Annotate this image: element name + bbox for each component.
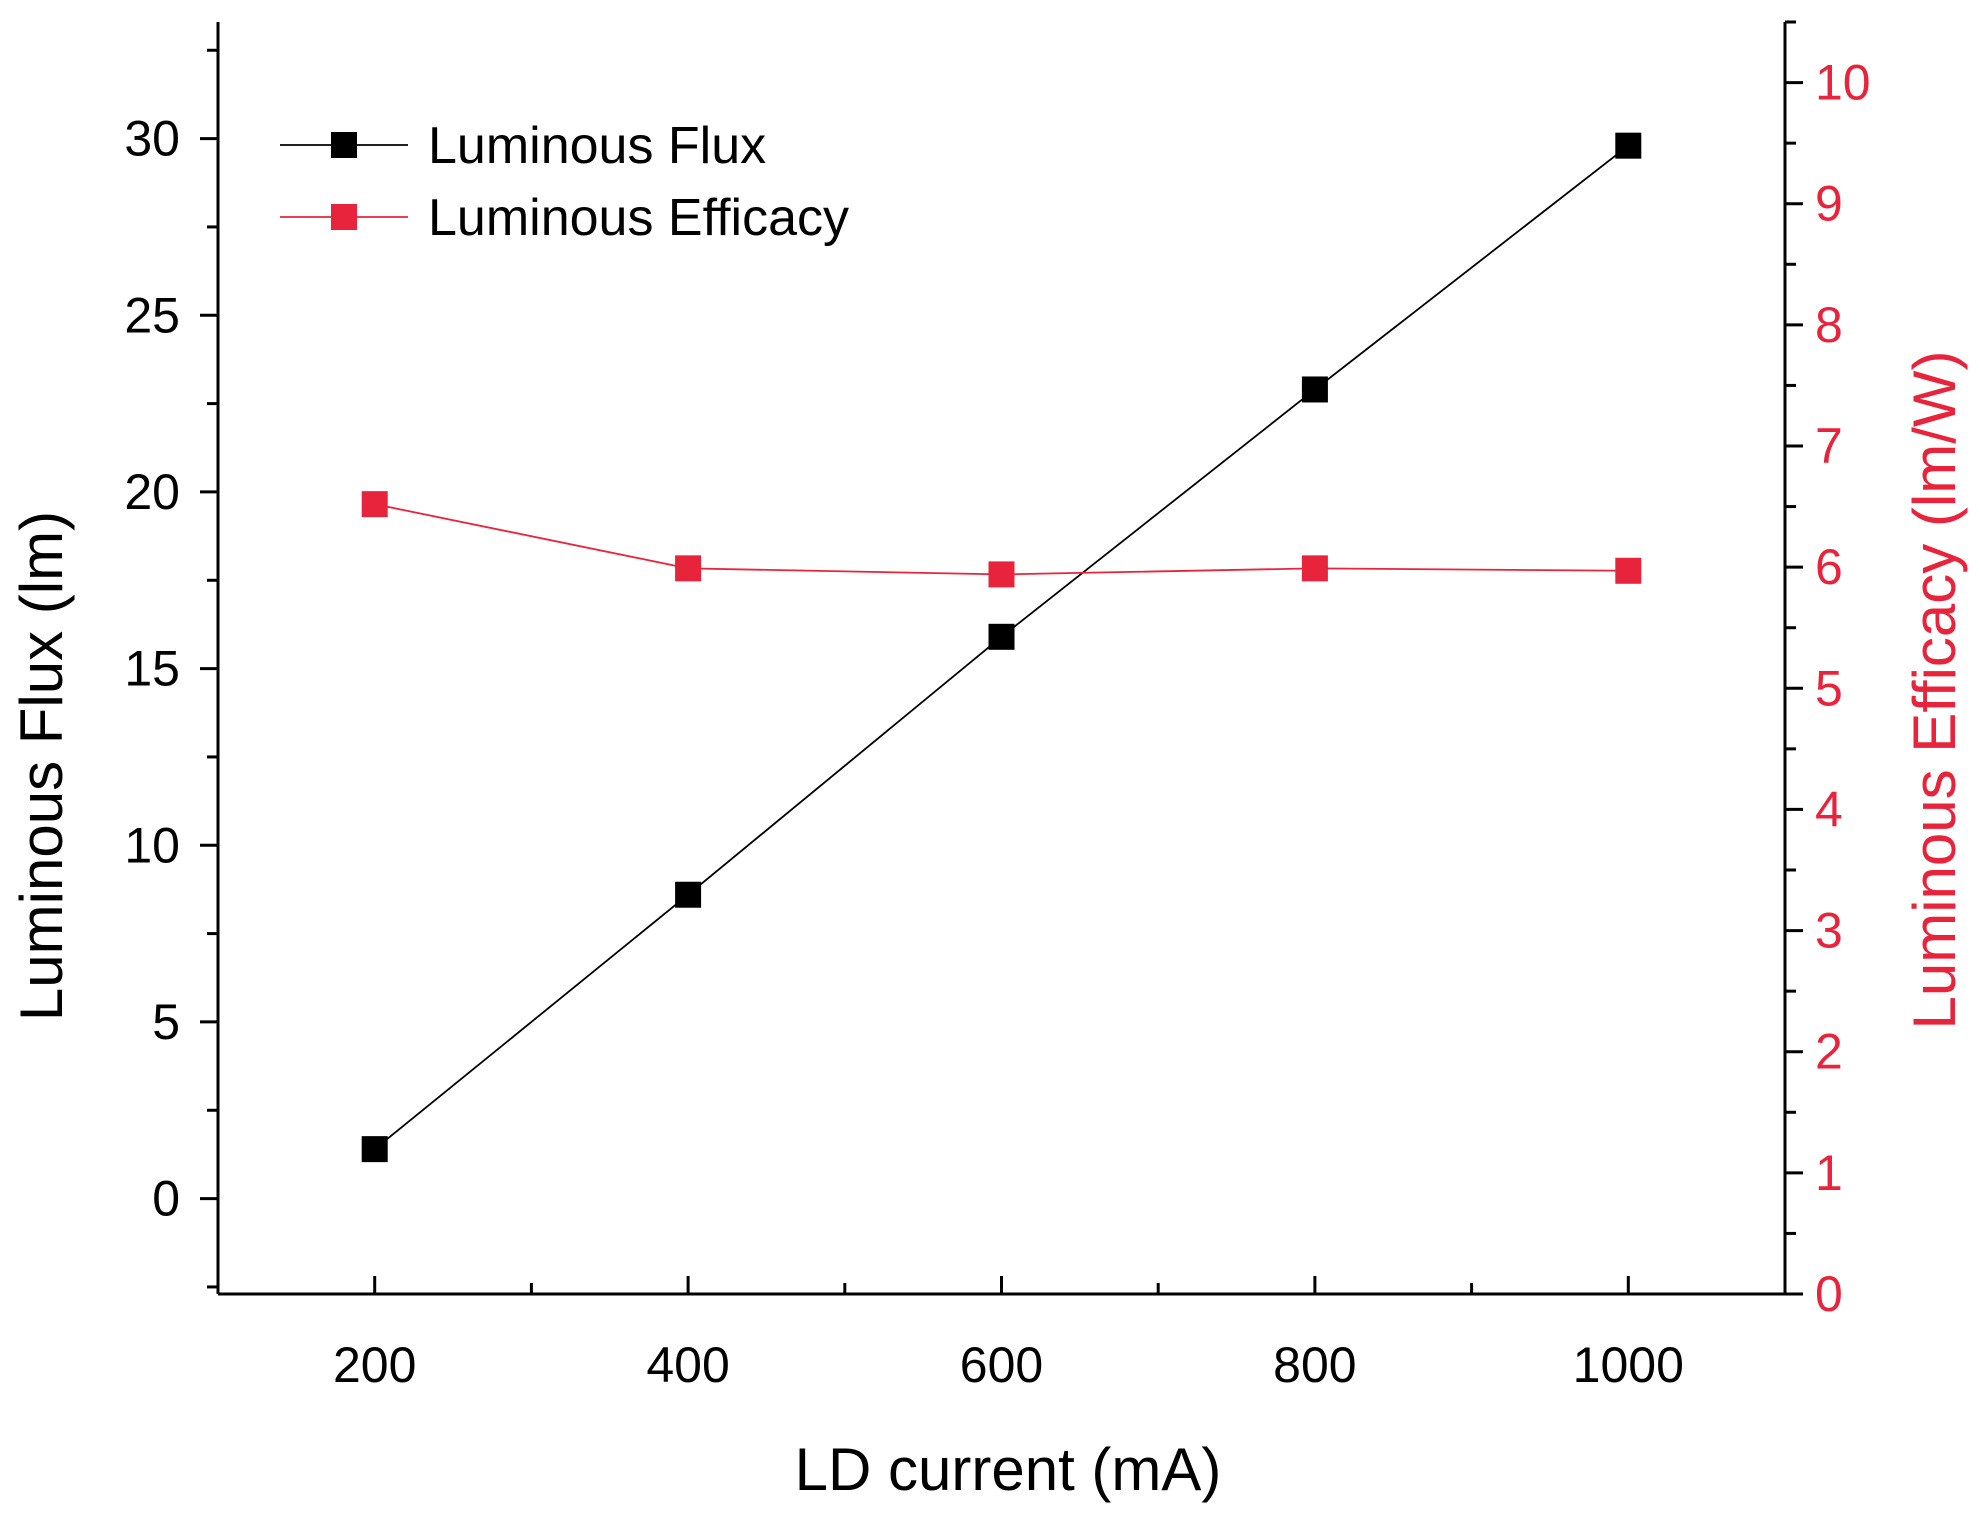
y2-tick-label: 0 <box>1815 1266 1843 1322</box>
series-2-point <box>1615 557 1642 584</box>
y-tick-label: 10 <box>124 817 180 873</box>
series-2-point <box>675 555 702 582</box>
legend-label-1: Luminous Flux <box>428 117 766 175</box>
y-tick-label: 20 <box>124 464 180 520</box>
x-tick-label: 200 <box>333 1337 416 1393</box>
y2-tick-label: 8 <box>1815 297 1843 353</box>
left-y-axis-title: Luminous Flux (lm) <box>8 511 75 1021</box>
series-2-point <box>988 561 1015 588</box>
legend: Luminous Flux Luminous Efficacy <box>280 117 849 247</box>
series-1-point <box>675 881 702 908</box>
x-axis-title: LD current (mA) <box>795 1436 1222 1503</box>
y-tick-label: 5 <box>152 994 180 1050</box>
series-2-point <box>1301 555 1328 582</box>
series-1-point <box>1301 376 1328 403</box>
left-y-axis: 0 5 10 15 20 25 30 <box>124 48 218 1289</box>
legend-marker-1 <box>331 132 357 158</box>
series-1-point <box>1615 132 1642 159</box>
y-tick-label: 30 <box>124 111 180 167</box>
y2-tick-label: 10 <box>1815 55 1871 111</box>
x-tick-label: 400 <box>646 1337 729 1393</box>
series-2-point <box>361 491 388 518</box>
x-tick-label: 1000 <box>1573 1337 1684 1393</box>
y-tick-label: 0 <box>152 1171 180 1227</box>
y2-tick-label: 4 <box>1815 781 1843 837</box>
y2-tick-label: 6 <box>1815 539 1843 595</box>
y-tick-label: 15 <box>124 641 180 697</box>
series-1-point <box>988 623 1015 650</box>
y2-tick-label: 2 <box>1815 1024 1843 1080</box>
y-tick-label: 25 <box>124 287 180 343</box>
y2-tick-label: 7 <box>1815 418 1843 474</box>
y2-tick-label: 3 <box>1815 903 1843 959</box>
legend-marker-2 <box>331 204 357 230</box>
x-tick-label: 600 <box>960 1337 1043 1393</box>
series-layer <box>361 132 1642 1163</box>
x-axis: 200 400 600 800 1000 <box>333 1276 1787 1393</box>
y2-tick-label: 9 <box>1815 176 1843 232</box>
right-y-axis: 0 1 2 3 4 5 6 7 8 9 10 <box>1785 20 1871 1322</box>
y2-tick-label: 1 <box>1815 1145 1843 1201</box>
right-y-axis-title: Luminous Efficacy (lm/W) <box>1901 350 1968 1029</box>
series-1-point <box>361 1136 388 1163</box>
y2-tick-label: 5 <box>1815 660 1843 716</box>
x-tick-label: 800 <box>1273 1337 1356 1393</box>
legend-label-2: Luminous Efficacy <box>428 189 849 247</box>
